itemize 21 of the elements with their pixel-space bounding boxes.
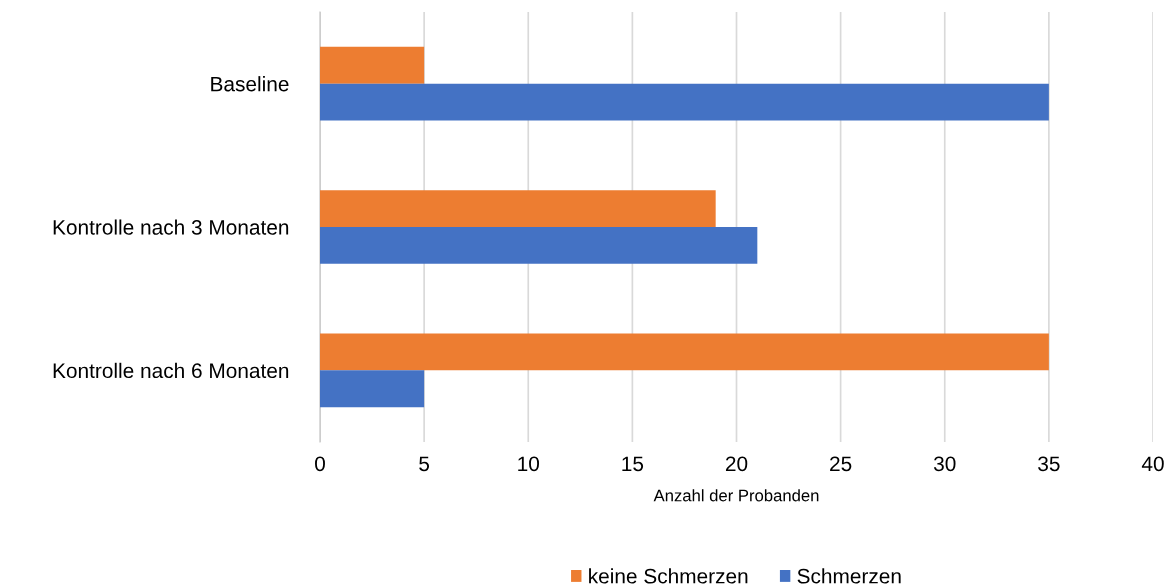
y-tick-label: Baseline: [211, 76, 289, 92]
legend-label: keine Schmerzen: [589, 568, 748, 584]
x-tick-label: 10: [518, 456, 540, 472]
x-axis-title: Anzahl der Probanden: [653, 489, 819, 502]
bar: [320, 46, 425, 84]
y-tick-label: Kontrolle nach 3 Monaten: [53, 219, 289, 235]
y-tick-label: Kontrolle nach 6 Monaten: [53, 362, 289, 379]
bar: [320, 190, 716, 227]
bar: [320, 333, 1049, 371]
bar: [320, 370, 425, 408]
x-tick-label: 15: [622, 456, 644, 472]
x-tick-label: 5: [419, 456, 430, 472]
x-tick-label: 20: [725, 456, 748, 472]
x-tick-label: 30: [933, 456, 956, 472]
x-tick-label: 35: [1038, 456, 1060, 472]
bar: [320, 227, 758, 264]
legend-label: Schmerzen: [797, 568, 901, 584]
x-tick-label: 40: [1141, 456, 1164, 472]
x-tick-label: 25: [830, 456, 852, 472]
x-tick-label: 0: [315, 456, 325, 472]
bar: [320, 83, 1049, 121]
